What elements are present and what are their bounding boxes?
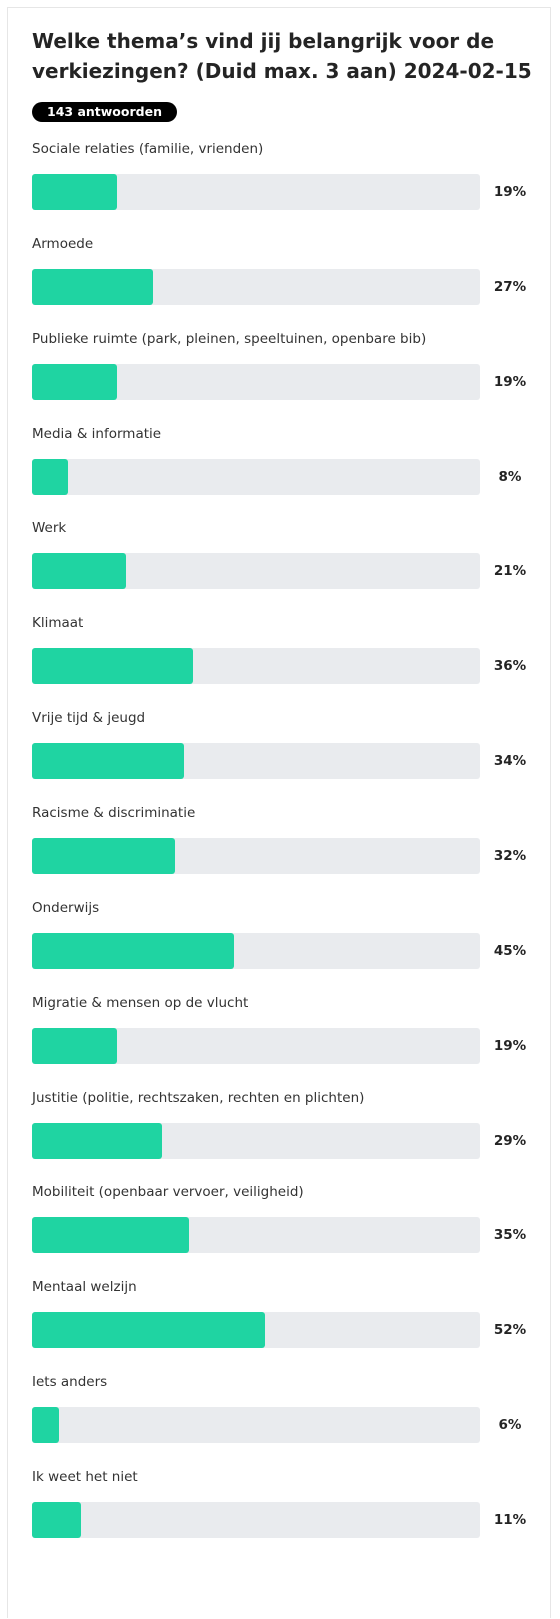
value-label: 52% <box>493 1322 527 1339</box>
option-label: Iets anders <box>32 1374 108 1391</box>
bar-track <box>32 1312 480 1349</box>
bar <box>32 1217 189 1254</box>
bar-track <box>32 648 480 685</box>
option-label: Racisme & discriminatie <box>32 804 196 821</box>
bar <box>32 1312 265 1349</box>
bar-track <box>32 458 480 495</box>
bar <box>32 553 127 590</box>
value-label: 29% <box>493 1132 527 1149</box>
value-label: 21% <box>493 563 527 580</box>
bar <box>32 363 118 400</box>
value-label: 32% <box>493 847 527 864</box>
value-label: 19% <box>493 184 527 200</box>
bar <box>32 932 234 969</box>
bar-track <box>32 174 480 210</box>
value-label: 11% <box>493 1511 527 1528</box>
bar <box>32 174 118 210</box>
option-label: Migratie & mensen op de vlucht <box>32 994 249 1011</box>
value-label: 45% <box>493 942 527 959</box>
option-label: Vrije tijd & jeugd <box>32 710 146 727</box>
option-label: Media & informatie <box>32 425 162 442</box>
bar <box>32 648 194 685</box>
bar-track <box>32 1407 480 1444</box>
value-label: 34% <box>493 753 527 770</box>
bar <box>32 1407 59 1444</box>
value-label: 27% <box>493 278 527 295</box>
bar-track <box>32 837 480 874</box>
option-label: Ik weet het niet <box>32 1468 138 1485</box>
bar-track <box>32 743 480 780</box>
bar <box>32 837 176 874</box>
chart-title: Welke thema’s vind jij belangrijk voor d… <box>32 29 532 83</box>
bar <box>32 268 153 305</box>
option-label: Onderwijs <box>32 899 100 916</box>
option-label: Publieke ruimte (park, pleinen, speeltui… <box>32 330 427 347</box>
value-label: 8% <box>498 468 522 485</box>
option-label: Klimaat <box>32 615 84 632</box>
value-label: 19% <box>493 1037 527 1054</box>
value-label: 6% <box>498 1417 522 1434</box>
option-label: Mentaal welzijn <box>32 1279 137 1296</box>
value-label: 36% <box>493 658 527 675</box>
option-label: Armoede <box>32 235 94 252</box>
bar-track <box>32 1027 480 1064</box>
bar <box>32 743 185 780</box>
bar-track <box>32 1217 480 1254</box>
bar-track <box>32 553 480 590</box>
value-label: 19% <box>493 373 527 390</box>
option-label: Mobiliteit (openbaar vervoer, veiligheid… <box>32 1184 304 1201</box>
bar <box>32 1501 82 1538</box>
response-count: 143 antwoorden <box>32 102 177 122</box>
bar-track <box>32 268 480 305</box>
option-label: Sociale relaties (familie, vrienden) <box>32 141 264 157</box>
option-label: Werk <box>32 520 67 537</box>
option-label: Justitie (politie, rechtszaken, rechten … <box>32 1089 365 1106</box>
bar-track <box>32 363 480 400</box>
card <box>7 7 551 1618</box>
bar <box>32 1122 162 1159</box>
bar <box>32 1027 118 1064</box>
bar-track <box>32 932 480 969</box>
bar-track <box>32 1122 480 1159</box>
bar <box>32 458 68 495</box>
bar-track <box>32 1501 480 1538</box>
value-label: 35% <box>493 1227 527 1244</box>
